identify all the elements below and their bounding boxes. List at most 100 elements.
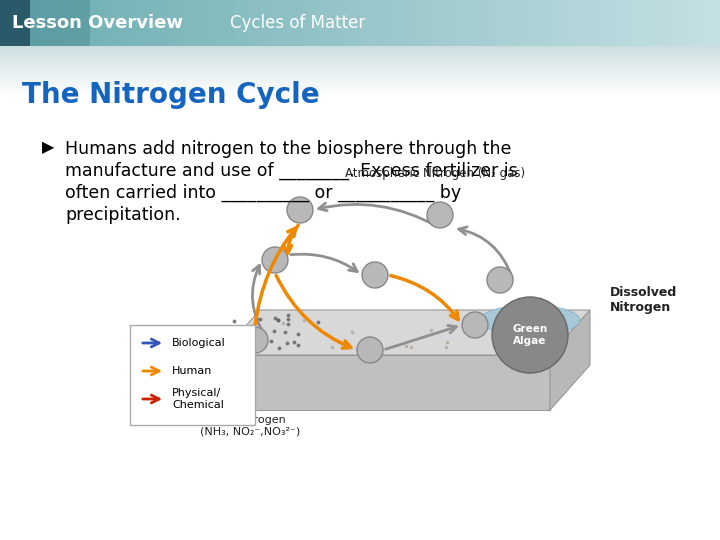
Bar xyxy=(585,0,594,46)
Bar xyxy=(324,0,333,46)
Bar xyxy=(36,0,45,46)
Bar xyxy=(450,0,459,46)
Bar xyxy=(0,57,720,58)
Bar xyxy=(0,63,720,64)
Bar xyxy=(567,0,576,46)
Bar xyxy=(576,0,585,46)
Bar xyxy=(0,91,720,92)
Text: The Nitrogen Cycle: The Nitrogen Cycle xyxy=(22,81,320,109)
Bar xyxy=(0,85,720,86)
Bar xyxy=(99,0,108,46)
Bar xyxy=(396,0,405,46)
Bar xyxy=(0,78,720,79)
Bar xyxy=(0,67,720,68)
Bar xyxy=(423,0,432,46)
Bar xyxy=(603,0,612,46)
Bar xyxy=(180,0,189,46)
Bar xyxy=(243,0,252,46)
Bar xyxy=(711,0,720,46)
Bar xyxy=(0,46,720,47)
Bar xyxy=(0,47,720,48)
Bar xyxy=(0,55,720,56)
Bar xyxy=(0,80,720,81)
Bar xyxy=(0,87,720,89)
Bar xyxy=(0,60,720,61)
Bar xyxy=(675,0,684,46)
Bar xyxy=(513,0,522,46)
Bar xyxy=(0,68,720,69)
Text: Green
Algae: Green Algae xyxy=(513,324,548,346)
Text: Dissolved
Nitrogen: Dissolved Nitrogen xyxy=(610,286,678,314)
Bar xyxy=(666,0,675,46)
Bar xyxy=(693,0,702,46)
Bar xyxy=(0,93,720,94)
Bar xyxy=(0,61,720,62)
Bar xyxy=(0,70,720,71)
Bar xyxy=(207,0,216,46)
Bar xyxy=(0,52,720,53)
Bar xyxy=(63,0,72,46)
Bar xyxy=(558,0,567,46)
Bar xyxy=(297,0,306,46)
Bar xyxy=(0,48,720,49)
Ellipse shape xyxy=(480,305,580,335)
Bar xyxy=(0,54,720,55)
Bar xyxy=(9,0,18,46)
Bar xyxy=(171,0,180,46)
Bar xyxy=(630,0,639,46)
Bar xyxy=(45,0,54,46)
Text: Human: Human xyxy=(172,366,212,376)
Bar xyxy=(0,74,720,75)
Bar xyxy=(441,0,450,46)
Bar xyxy=(108,0,117,46)
Polygon shape xyxy=(220,310,590,355)
Text: often carried into __________ or ___________ by: often carried into __________ or _______… xyxy=(65,184,461,202)
Bar xyxy=(0,64,720,65)
Circle shape xyxy=(357,337,383,363)
Bar xyxy=(387,0,396,46)
Bar xyxy=(459,0,468,46)
Bar xyxy=(369,0,378,46)
Bar xyxy=(216,0,225,46)
Bar xyxy=(0,0,30,46)
Circle shape xyxy=(462,312,488,338)
Bar xyxy=(522,0,531,46)
Text: Biological: Biological xyxy=(172,338,226,348)
Bar xyxy=(162,0,171,46)
Text: precipitation.: precipitation. xyxy=(65,206,181,224)
Bar xyxy=(0,90,720,91)
Text: Physical/
Chemical: Physical/ Chemical xyxy=(172,388,224,410)
Bar xyxy=(378,0,387,46)
Bar xyxy=(0,82,720,83)
Bar xyxy=(90,0,99,46)
Circle shape xyxy=(492,297,568,373)
Bar xyxy=(270,0,279,46)
Bar xyxy=(198,0,207,46)
Bar xyxy=(468,0,477,46)
Circle shape xyxy=(262,247,288,273)
Bar xyxy=(0,72,720,73)
Text: ▶: ▶ xyxy=(42,140,54,155)
Bar xyxy=(0,59,720,60)
Bar xyxy=(0,75,720,76)
Bar xyxy=(0,92,720,93)
Bar xyxy=(0,76,720,77)
Bar xyxy=(0,0,90,46)
Circle shape xyxy=(362,262,388,288)
Bar xyxy=(414,0,423,46)
Bar xyxy=(288,0,297,46)
Bar xyxy=(0,0,9,46)
Bar xyxy=(279,0,288,46)
Bar xyxy=(0,94,720,95)
Bar xyxy=(639,0,648,46)
Bar xyxy=(315,0,324,46)
Bar xyxy=(0,51,720,52)
Bar xyxy=(594,0,603,46)
Bar xyxy=(621,0,630,46)
Bar xyxy=(405,0,414,46)
Bar xyxy=(702,0,711,46)
Bar xyxy=(0,84,720,85)
Bar xyxy=(0,73,720,74)
Text: Humans add nitrogen to the biosphere through the: Humans add nitrogen to the biosphere thr… xyxy=(65,140,511,158)
Bar xyxy=(144,0,153,46)
